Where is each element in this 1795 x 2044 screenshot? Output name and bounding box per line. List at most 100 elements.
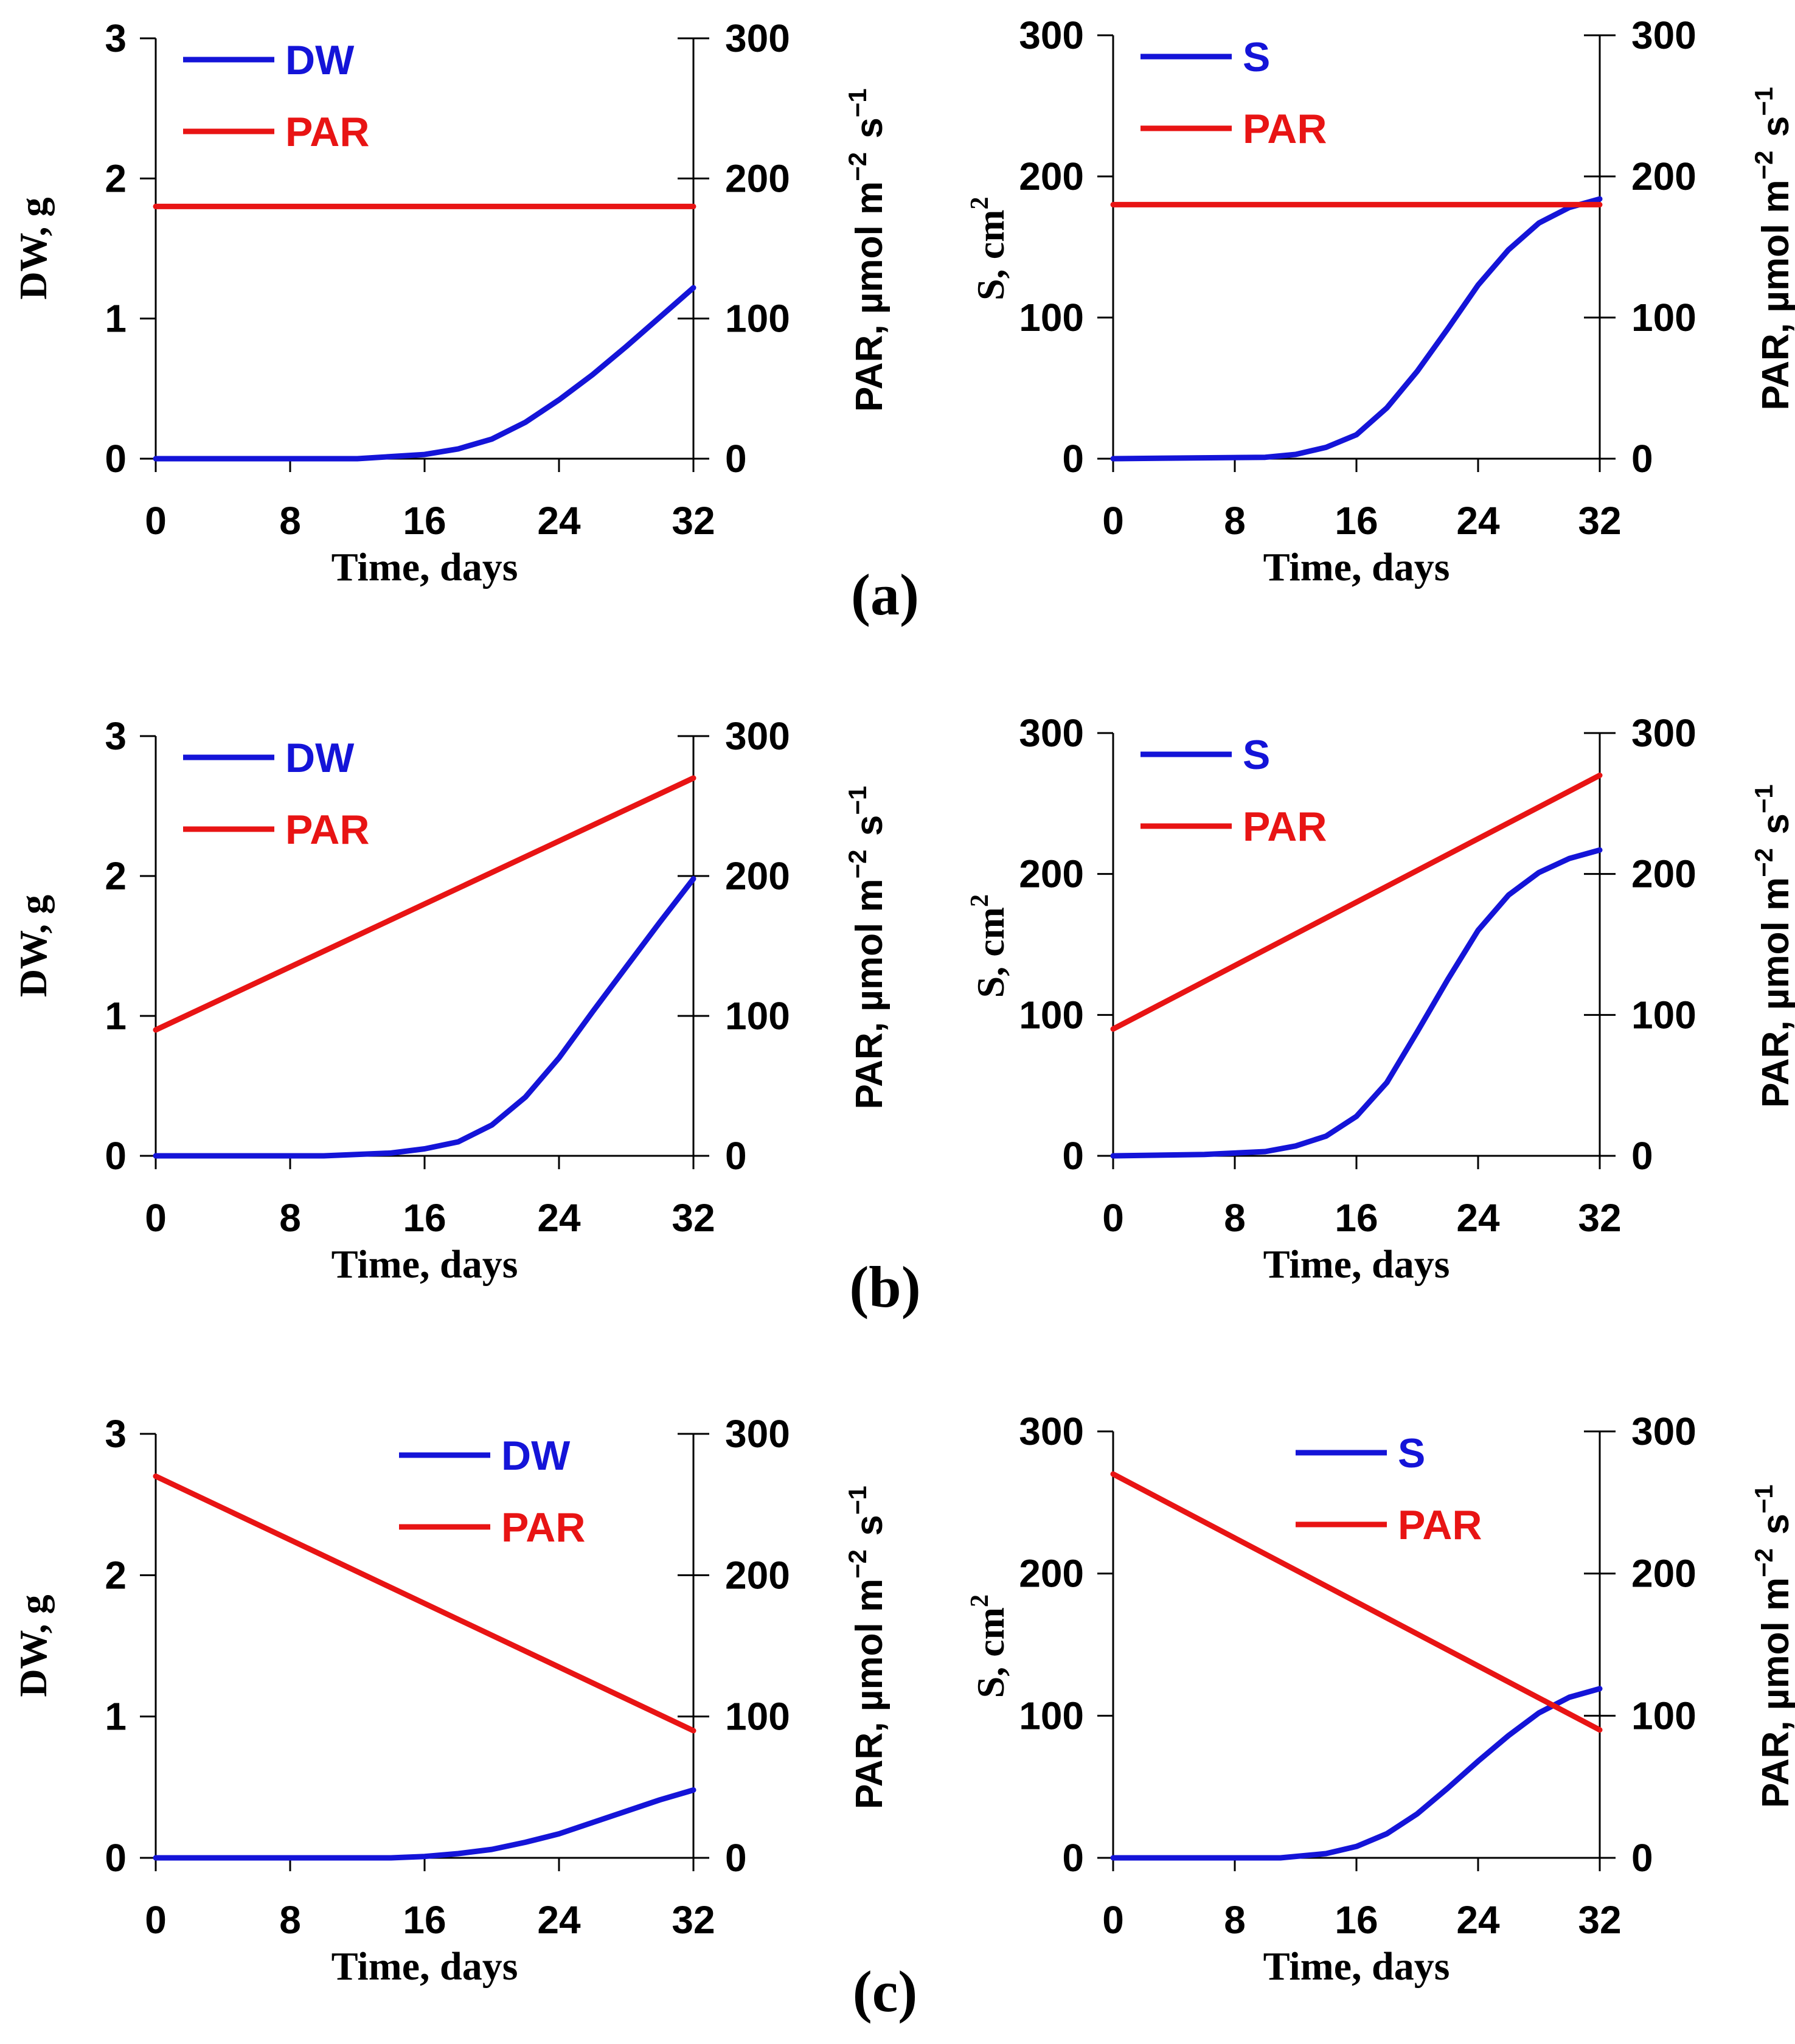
x-tick-label: 16: [1335, 1196, 1378, 1240]
x-tick-label: 16: [403, 1196, 446, 1240]
left-y-tick-label: 0: [1062, 1134, 1084, 1178]
x-tick-label: 0: [145, 1898, 167, 1942]
left-y-tick-label: 300: [1019, 711, 1084, 755]
series-s-line: [1110, 1686, 1603, 1861]
right-y-tick-label: 200: [1631, 1552, 1696, 1596]
left-y-tick-label: 0: [105, 1836, 127, 1880]
left-y-axis-label: DW, g: [12, 895, 55, 997]
x-tick-label: 8: [279, 1898, 301, 1942]
left-y-tick-label: 0: [1062, 437, 1084, 481]
right-y-tick-label: 200: [725, 156, 790, 200]
right-y-tick-label: 100: [1631, 993, 1696, 1037]
legend-s-label: S: [1243, 34, 1270, 80]
legend-par-label: PAR: [1243, 106, 1327, 152]
right-y-tick-label: 0: [1631, 1836, 1653, 1880]
x-tick-label: 16: [403, 1898, 446, 1942]
x-tick-label: 32: [1578, 1898, 1621, 1942]
left-y-tick-label: 3: [105, 16, 127, 60]
left-y-tick-label: 200: [1019, 155, 1084, 198]
legend-dw-label: DW: [285, 735, 355, 781]
right-y-tick-label: 300: [725, 1412, 790, 1456]
right-y-tick-label: 0: [1631, 437, 1653, 481]
legend-par-label: PAR: [285, 109, 370, 155]
left-y-tick-label: 0: [105, 1134, 127, 1178]
x-tick-label: 32: [672, 1196, 715, 1240]
x-tick-label: 8: [1224, 1898, 1246, 1942]
right-y-tick-label: 0: [1631, 1134, 1653, 1178]
left-y-tick-label: 200: [1019, 852, 1084, 896]
legend-s-label: S: [1243, 732, 1270, 778]
x-axis-label: Time, days: [1263, 1242, 1450, 1287]
left-y-tick-label: 0: [1062, 1836, 1084, 1880]
left-y-tick-label: 100: [1019, 1694, 1084, 1737]
right-y-tick-label: 300: [725, 714, 790, 758]
right-y-tick-label: 100: [1631, 296, 1696, 339]
chart-a-left: 0 1 2 3 0 100 200 300 0 8 16 24 32 Time, days DW, g PAR…: [12, 16, 891, 589]
x-tick-label: 0: [145, 1196, 167, 1240]
series-par-line: [1110, 773, 1603, 1032]
left-y-tick-label: 3: [105, 714, 127, 758]
right-y-tick-label: 200: [725, 1553, 790, 1597]
x-axis-label: Time, days: [332, 1242, 518, 1287]
left-y-tick-label: 1: [105, 297, 127, 341]
left-y-tick-label: 200: [1019, 1552, 1084, 1596]
x-tick-label: 0: [145, 499, 167, 543]
left-y-axis-label: S, cm2: [966, 193, 1012, 301]
x-tick-label: 0: [1102, 499, 1124, 543]
left-y-tick-label: 0: [105, 437, 127, 481]
x-tick-label: 24: [537, 1898, 581, 1942]
right-y-tick-label: 0: [725, 1836, 747, 1880]
right-y-tick-label: 100: [1631, 1694, 1696, 1737]
legend-dw-label: DW: [501, 1433, 571, 1479]
left-y-tick-label: 1: [105, 994, 127, 1038]
x-axis-label: Time, days: [332, 1944, 518, 1989]
x-tick-label: 32: [1578, 499, 1621, 543]
x-tick-label: 24: [1456, 1898, 1500, 1942]
right-y-tick-label: 100: [725, 994, 790, 1038]
x-tick-label: 32: [672, 499, 715, 543]
chart-b-right: 0 100 200 300 0 100 200 300 0 8 16 24 32 Time, days S,…: [966, 711, 1795, 1287]
right-y-axis-label: PAR, µmol m−2 s−1: [843, 85, 891, 412]
legend-par-label: PAR: [1398, 1502, 1482, 1548]
x-tick-label: 8: [1224, 499, 1246, 543]
chart-c-left: 0 1 2 3 0 100 200 300 0 8 16 24 32 Time, days DW, g PAR…: [12, 1412, 891, 1989]
series-par-line: [1110, 1471, 1603, 1733]
series-s-line: [1110, 196, 1603, 462]
series-par-line: [153, 1473, 696, 1734]
left-y-axis-label: DW, g: [12, 1594, 55, 1697]
series-par-line: [153, 775, 696, 1033]
panel-label-a: (a): [851, 562, 919, 627]
panel-label-b: (b): [849, 1254, 920, 1319]
x-tick-label: 16: [1335, 499, 1378, 543]
x-axis-label: Time, days: [1263, 1944, 1450, 1989]
left-y-axis-label: S, cm2: [966, 891, 1012, 998]
x-tick-label: 0: [1102, 1196, 1124, 1240]
right-y-tick-label: 0: [725, 437, 747, 481]
series-dw-line: [153, 285, 696, 462]
right-y-tick-label: 300: [1631, 13, 1696, 57]
right-y-tick-label: 100: [725, 297, 790, 341]
series-dw-line: [153, 1787, 696, 1861]
chart-b-left: 0 1 2 3 0 100 200 300 0 8 16 24 32 Time, days DW, g PAR…: [12, 714, 891, 1287]
x-tick-label: 32: [1578, 1196, 1621, 1240]
legend-s-label: S: [1398, 1430, 1425, 1476]
legend-par-label: PAR: [285, 807, 370, 853]
x-tick-label: 32: [672, 1898, 715, 1942]
x-tick-label: 16: [403, 499, 446, 543]
left-y-tick-label: 2: [105, 1553, 127, 1597]
left-y-tick-label: 3: [105, 1412, 127, 1456]
series-dw-line: [153, 876, 696, 1159]
right-y-axis-label: PAR, µmol m−2 s−1: [1749, 781, 1795, 1108]
right-y-axis-label: PAR, µmol m−2 s−1: [1749, 1481, 1795, 1808]
right-y-axis-label: PAR, µmol m−2 s−1: [1749, 84, 1795, 411]
right-y-axis-label: PAR, µmol m−2 s−1: [843, 1483, 891, 1809]
chart-a-right: 0 100 200 300 0 100 200 300 0 8 16 24 32 Time, days S,…: [966, 13, 1795, 589]
x-tick-label: 24: [1456, 1196, 1500, 1240]
x-tick-label: 16: [1335, 1898, 1378, 1942]
x-tick-label: 0: [1102, 1898, 1124, 1942]
left-y-tick-label: 300: [1019, 1410, 1084, 1453]
left-y-tick-label: 100: [1019, 296, 1084, 339]
x-tick-label: 24: [537, 1196, 581, 1240]
right-y-tick-label: 100: [725, 1695, 790, 1739]
